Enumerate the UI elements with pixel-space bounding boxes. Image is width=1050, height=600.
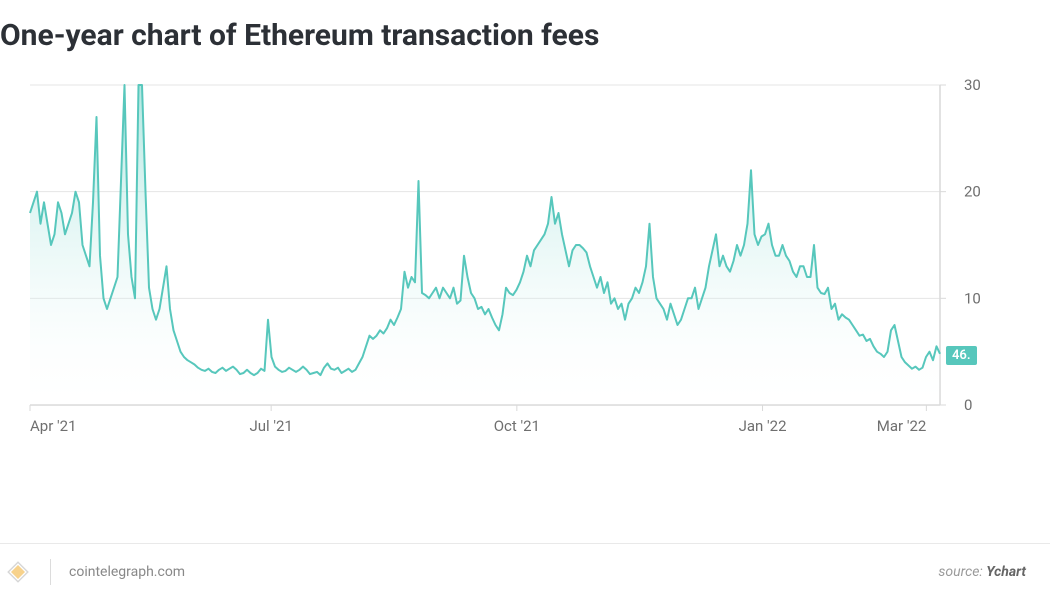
svg-text:10: 10	[964, 289, 981, 307]
footer: cointelegraph.com source: Ychart	[0, 543, 1050, 600]
chart-title: One-year chart of Ethereum transaction f…	[0, 0, 1050, 75]
svg-text:Jan '22: Jan '22	[739, 417, 787, 435]
footer-divider	[50, 559, 51, 585]
current-value-badge: 46.	[946, 346, 977, 365]
svg-text:0: 0	[964, 396, 972, 414]
svg-text:30: 30	[964, 76, 981, 94]
footer-source-name: Ychart	[986, 564, 1026, 580]
svg-text:Apr '21: Apr '21	[30, 417, 77, 435]
area-chart: 0 10 20 30 Apr '21 Jul '21 Oct '21 Jan '22 Mar '…	[20, 75, 990, 445]
current-value-text: 46.	[952, 348, 971, 363]
footer-left: cointelegraph.com	[4, 558, 185, 586]
cointelegraph-logo-icon	[4, 558, 32, 586]
footer-source: source: Ychart	[938, 564, 1026, 580]
svg-text:Jul '21: Jul '21	[249, 417, 292, 435]
svg-text:Oct '21: Oct '21	[494, 417, 540, 435]
svg-text:20: 20	[964, 183, 981, 201]
svg-text:Mar '22: Mar '22	[877, 417, 927, 435]
chart-container: 0 10 20 30 Apr '21 Jul '21 Oct '21 Jan '22 Mar '…	[0, 75, 1050, 543]
footer-source-prefix: source:	[938, 564, 986, 580]
chart-title-text: One-year chart of Ethereum transaction f…	[0, 18, 599, 53]
footer-site: cointelegraph.com	[69, 564, 185, 580]
